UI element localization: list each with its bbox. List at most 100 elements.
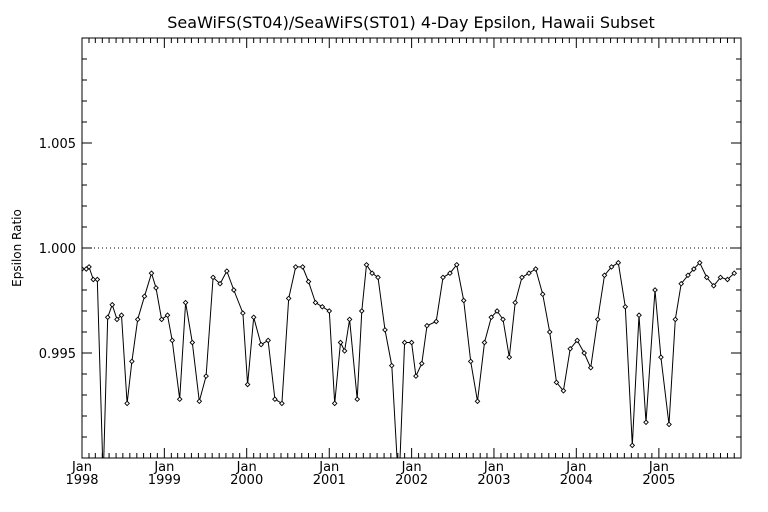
data-point — [696, 259, 703, 266]
data-point — [629, 442, 636, 449]
data-point — [453, 261, 460, 268]
data-point — [203, 373, 209, 379]
data-point — [90, 276, 97, 283]
data-point — [258, 341, 264, 348]
data-point — [622, 303, 629, 310]
data-point — [129, 358, 135, 365]
data-point — [94, 276, 101, 283]
data-point — [375, 274, 381, 281]
data-point — [331, 400, 338, 407]
data-point — [587, 364, 594, 371]
data-point — [594, 316, 601, 323]
x-tick-month-label: Jan — [153, 460, 174, 475]
data-point — [230, 287, 237, 293]
x-tick-year-label: 2005 — [642, 473, 675, 488]
x-tick-year-label: 2001 — [313, 473, 346, 488]
data-point — [519, 274, 525, 281]
data-point — [685, 272, 691, 279]
x-tick-month-label: Jan — [236, 460, 257, 475]
x-tick-year-label: 2003 — [477, 473, 510, 488]
data-point — [388, 362, 395, 369]
data-point — [109, 301, 116, 308]
data-point — [418, 360, 425, 367]
data-point — [86, 264, 92, 270]
data-point — [546, 329, 553, 335]
data-point — [104, 314, 111, 321]
data-point — [337, 339, 344, 346]
data-point — [666, 421, 672, 428]
data-point — [319, 303, 326, 310]
data-point — [512, 299, 519, 306]
data-point — [567, 345, 574, 352]
data-point — [678, 280, 685, 287]
data-point — [240, 310, 246, 316]
x-tick-month-label: Jan — [648, 460, 669, 475]
data-point — [401, 339, 408, 346]
data-point — [189, 339, 196, 346]
data-point — [447, 270, 453, 277]
data-point — [506, 354, 513, 361]
data-point — [250, 314, 257, 321]
data-point — [217, 280, 223, 287]
series-layer — [82, 259, 738, 481]
data-point — [560, 387, 567, 394]
data-point — [279, 400, 285, 407]
data-point — [196, 398, 203, 405]
data-point — [176, 396, 183, 403]
data-point — [474, 398, 481, 405]
data-point — [164, 312, 171, 319]
chart-title: SeaWiFS(ST04)/SeaWiFS(ST01) 4-Day Epsilo… — [167, 13, 654, 32]
data-point — [672, 316, 679, 323]
data-point — [488, 314, 495, 321]
x-tick-year-label: 1998 — [65, 473, 98, 488]
data-point — [305, 278, 312, 285]
data-point — [265, 337, 271, 344]
data-point — [460, 297, 467, 304]
data-point — [114, 316, 120, 323]
data-point — [494, 308, 500, 314]
data-point — [691, 266, 697, 272]
data-point — [467, 358, 474, 365]
data-point — [424, 322, 430, 329]
series-line — [82, 261, 735, 458]
data-point — [413, 373, 419, 379]
y-tick-label: 1.000 — [39, 242, 76, 257]
data-point — [169, 337, 176, 344]
data-point — [118, 312, 125, 319]
data-point — [101, 477, 105, 481]
data-point — [124, 400, 130, 407]
data-point — [539, 291, 546, 298]
x-tick-year-label: 2002 — [395, 473, 428, 488]
x-tick-month-label: Jan — [565, 460, 586, 475]
axis-ticks — [81, 37, 741, 459]
data-point — [481, 339, 488, 346]
data-point — [358, 308, 365, 314]
data-point — [724, 276, 731, 283]
x-tick-year-label: 2000 — [230, 473, 263, 488]
data-point — [369, 270, 375, 277]
data-point — [643, 419, 649, 426]
x-tick-year-label: 2004 — [560, 473, 593, 488]
data-point — [658, 354, 664, 361]
y-tick-label: 0.995 — [39, 347, 76, 362]
data-point — [158, 316, 165, 323]
data-point — [244, 381, 251, 388]
data-point — [363, 261, 370, 268]
data-point — [382, 327, 388, 333]
data-point — [574, 337, 581, 344]
data-point — [433, 318, 440, 325]
data-point — [717, 274, 724, 281]
data-point — [299, 264, 306, 270]
data-point — [500, 316, 506, 323]
data-point — [636, 312, 642, 319]
x-tick-month-label: Jan — [71, 460, 92, 475]
data-point — [581, 350, 588, 356]
data-point — [224, 268, 230, 274]
data-point — [182, 299, 189, 306]
data-point — [731, 270, 738, 277]
x-tick-year-label: 1999 — [148, 473, 181, 488]
data-point — [703, 274, 710, 281]
data-point — [210, 274, 216, 281]
data-point — [601, 272, 608, 279]
